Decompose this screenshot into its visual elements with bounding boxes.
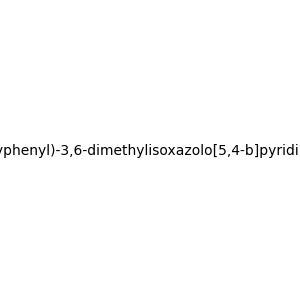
Text: N-(2,4-dimethoxyphenyl)-3,6-dimethylisoxazolo[5,4-b]pyridine-4-carboxamide: N-(2,4-dimethoxyphenyl)-3,6-dimethylisox… (0, 145, 300, 158)
